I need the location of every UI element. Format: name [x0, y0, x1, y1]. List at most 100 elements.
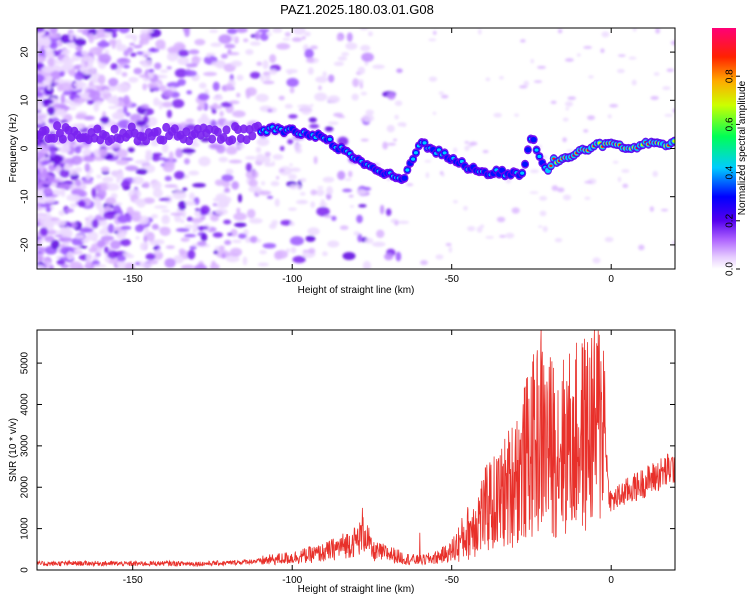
heatmap-noise-cell: [638, 244, 645, 251]
heatmap-noise-cell: [530, 169, 539, 173]
heatmap-noise-cell: [299, 199, 307, 203]
heatmap-noise-cell: [37, 102, 44, 111]
heatmap-ridge-cell: [672, 139, 675, 143]
heatmap-noise-cell: [365, 109, 375, 116]
heatmap-noise-cell: [200, 205, 211, 215]
heatmap-ridge-cell: [93, 124, 102, 134]
heatmap-ridge-cell: [41, 126, 50, 136]
heatmap-noise-cell: [145, 253, 156, 261]
heatmap-noise-cell: [153, 97, 160, 107]
heatmap-noise-cell: [284, 32, 291, 37]
heatmap-noise-cell: [245, 162, 252, 173]
heatmap-noise-cell: [631, 79, 637, 86]
heatmap-noise-cell: [208, 143, 222, 150]
heatmap-noise-cell: [147, 259, 159, 265]
heatmap-noise-cell: [178, 200, 187, 211]
heatmap-noise-cell: [662, 86, 671, 91]
colorbar-label: Normalized spectral amplitude: [737, 80, 748, 215]
heatmap-noise-cell: [132, 176, 144, 185]
heatmap-noise-cell: [308, 247, 316, 254]
heatmap-noise-cell: [86, 231, 99, 241]
heatmap-noise-cell: [485, 236, 495, 239]
heatmap-noise-cell: [305, 235, 316, 242]
heatmap-noise-cell: [557, 187, 565, 193]
heatmap-noise-cell: [272, 154, 284, 160]
heatmap-noise-cell: [256, 238, 262, 243]
heatmap-noise-cell: [128, 76, 139, 83]
heatmap-noise-cell: [562, 117, 569, 122]
heatmap-noise-cell: [505, 232, 515, 239]
heatmap-noise-cell: [140, 28, 154, 34]
heatmap-noise-cell: [189, 192, 195, 200]
heatmap-noise-cell: [183, 158, 190, 165]
heatmap-noise-cell: [514, 113, 520, 117]
heatmap-noise-cell: [267, 108, 273, 113]
heatmap-noise-cell: [61, 187, 66, 198]
heatmap-noise-cell: [287, 138, 294, 145]
heatmap-noise-cell: [326, 186, 333, 196]
heatmap-noise-cell: [37, 172, 51, 179]
heatmap-noise-cell: [565, 101, 574, 107]
heatmap-noise-cell: [288, 114, 298, 119]
heatmap-noise-cell: [293, 143, 302, 149]
heatmap-noise-cell: [100, 235, 115, 242]
heatmap-noise-cell: [171, 99, 185, 109]
heatmap-noise-cell: [47, 175, 55, 183]
heatmap-noise-cell: [152, 188, 163, 198]
heatmap-noise-cell: [151, 180, 162, 191]
heatmap-noise-cell: [58, 210, 66, 216]
heatmap-noise-cell: [57, 61, 63, 65]
heatmap-noise-cell: [44, 48, 54, 59]
heatmap-noise-cell: [264, 74, 271, 82]
heatmap-noise-cell: [62, 48, 71, 56]
heatmap-noise-cell: [584, 180, 593, 184]
heatmap-noise-cell: [519, 39, 526, 43]
heatmap-noise-cell: [315, 189, 325, 197]
heatmap-noise-cell: [551, 185, 559, 191]
heatmap-noise-cell: [175, 227, 190, 233]
heatmap-noise-cell: [218, 245, 225, 251]
heatmap-noise-cell: [98, 148, 108, 157]
heatmap-ridge-cell: [208, 134, 217, 144]
heatmap-noise-cell: [158, 100, 163, 110]
heatmap-noise-cell: [115, 83, 130, 93]
heatmap-noise-cell: [72, 97, 86, 104]
heatmap-ridge-cell: [549, 164, 553, 168]
heatmap-noise-cell: [120, 180, 131, 189]
heatmap-noise-cell: [315, 76, 328, 83]
heatmap-noise-cell: [37, 62, 44, 69]
heatmap-noise-cell: [307, 67, 314, 75]
heatmap-noise-cell: [221, 174, 234, 182]
heatmap-noise-cell: [290, 236, 304, 246]
heatmap-noise-cell: [151, 223, 159, 230]
heatmap-noise-cell: [220, 53, 228, 59]
heatmap-noise-cell: [289, 163, 293, 167]
y-tick-label: 0: [20, 567, 31, 573]
heatmap-noise-cell: [164, 175, 172, 182]
heatmap-noise-cell: [93, 102, 100, 112]
heatmap-noise-cell: [60, 108, 66, 118]
heatmap-noise-cell: [167, 46, 179, 53]
heatmap-noise-cell: [259, 249, 267, 255]
heatmap-noise-cell: [215, 208, 228, 216]
heatmap-noise-cell: [146, 232, 155, 242]
heatmap-noise-cell: [55, 220, 67, 227]
heatmap-noise-cell: [357, 66, 366, 75]
spectrogram-ridge: [37, 121, 675, 185]
heatmap-noise-cell: [301, 104, 308, 107]
heatmap-noise-cell: [214, 179, 225, 186]
heatmap-ridge-cell: [153, 126, 162, 136]
heatmap-noise-cell: [225, 145, 238, 155]
heatmap-noise-cell: [212, 81, 220, 91]
heatmap-noise-cell: [194, 208, 201, 212]
heatmap-noise-cell: [356, 189, 367, 195]
heatmap-noise-cell: [163, 215, 168, 222]
heatmap-noise-cell: [76, 245, 81, 254]
heatmap-noise-cell: [227, 28, 238, 35]
y-tick-label: 4000: [20, 393, 31, 416]
heatmap-noise-cell: [364, 237, 374, 244]
heatmap-noise-cell: [47, 57, 55, 68]
y-tick-label: 5000: [20, 352, 31, 375]
heatmap-noise-cell: [112, 204, 121, 213]
heatmap-noise-cell: [37, 28, 45, 33]
